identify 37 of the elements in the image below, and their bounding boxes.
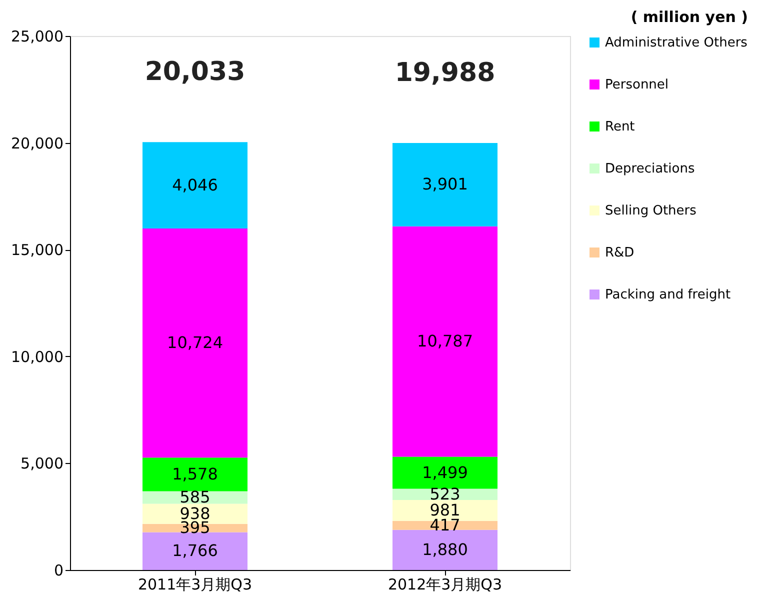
data-label: 3,901 (422, 174, 468, 194)
data-label: 10,787 (417, 332, 473, 351)
legend-label: Depreciations (605, 162, 695, 176)
bar (142, 142, 248, 229)
y-tick-label: 5,000 (20, 454, 64, 473)
bar (392, 520, 498, 530)
bar (142, 532, 248, 570)
data-label: 1,578 (172, 464, 218, 484)
data-label: 585 (180, 488, 210, 507)
y-tick-label: 10,000 (11, 348, 64, 366)
y-tick-label: 20,000 (11, 134, 64, 152)
legend-label: R&D (605, 246, 634, 260)
legend-label: Rent (605, 120, 635, 134)
total-label: 20,033 (144, 57, 246, 88)
total-label: 19,988 (394, 58, 496, 88)
bar (142, 228, 248, 458)
legend-label: Selling Others (605, 204, 697, 218)
y-tick-label: 25,000 (11, 28, 64, 46)
data-label: 4,046 (172, 175, 218, 194)
y-tick-label: 0 (54, 562, 64, 580)
bar (392, 226, 498, 457)
bar (392, 456, 498, 489)
bar (392, 530, 498, 570)
bar (142, 458, 248, 492)
legend-label: Personnel (605, 78, 669, 92)
data-label: 1,766 (172, 541, 218, 560)
bar (392, 143, 498, 226)
y-tick-label: 15,000 (11, 241, 64, 260)
x-tick-label: 2012年3月期Q3 (388, 576, 502, 594)
legend-label: Packing and freight (605, 288, 731, 302)
data-label: 395 (180, 518, 210, 538)
x-tick-label: 2011年3月期Q3 (138, 576, 252, 594)
legend-label: Administrative Others (605, 36, 748, 50)
data-label: 1,880 (422, 540, 468, 559)
data-label: 1,499 (422, 462, 468, 482)
text: ( million yen ) (630, 8, 748, 26)
data-label: 10,724 (167, 333, 223, 352)
